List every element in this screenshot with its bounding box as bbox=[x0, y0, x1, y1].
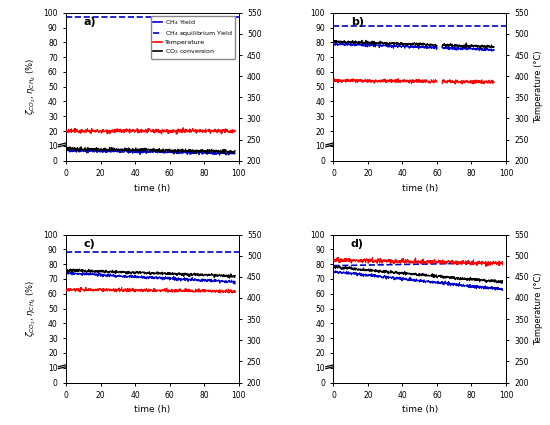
X-axis label: time (h): time (h) bbox=[134, 184, 170, 193]
Text: b): b) bbox=[351, 17, 364, 27]
Text: d): d) bbox=[351, 239, 364, 249]
X-axis label: time (h): time (h) bbox=[402, 184, 438, 193]
Text: c): c) bbox=[83, 239, 95, 249]
X-axis label: time (h): time (h) bbox=[134, 405, 170, 414]
Y-axis label: Temperature (°C): Temperature (°C) bbox=[535, 51, 543, 123]
Y-axis label: Temperature (°C): Temperature (°C) bbox=[535, 272, 543, 345]
Legend: CH$_4$ Yield, CH$_4$ equilibrium Yield, Temperature, CO$_2$ conversion: CH$_4$ Yield, CH$_4$ equilibrium Yield, … bbox=[151, 16, 235, 59]
Y-axis label: $\zeta_{CO_2}$, $\eta_{CH_4}$ (%): $\zeta_{CO_2}$, $\eta_{CH_4}$ (%) bbox=[24, 58, 37, 115]
Y-axis label: $\zeta_{CO_2}$, $\eta_{CH_4}$ (%): $\zeta_{CO_2}$, $\eta_{CH_4}$ (%) bbox=[24, 280, 37, 337]
X-axis label: time (h): time (h) bbox=[402, 405, 438, 414]
Text: a): a) bbox=[83, 17, 96, 27]
